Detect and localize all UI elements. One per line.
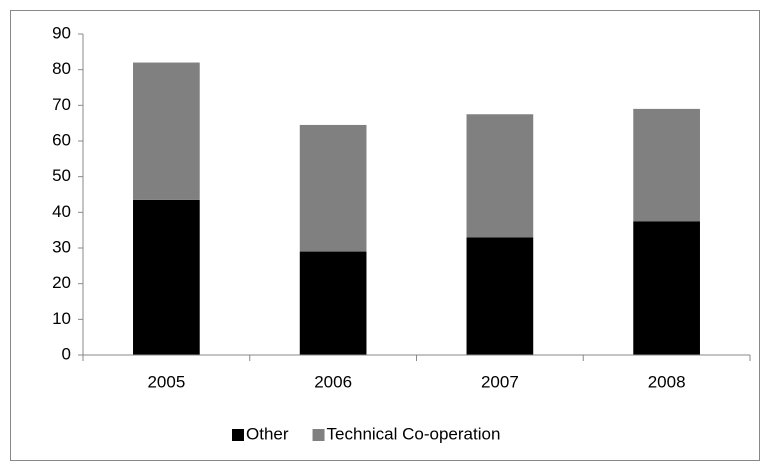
legend-swatch [232,429,244,441]
y-tick-label: 90 [52,23,71,42]
y-tick-label: 0 [62,344,71,363]
y-tick-label: 20 [52,273,71,292]
y-tick-label: 80 [52,59,71,78]
bar-segment [633,221,700,355]
bar-segment [299,124,367,252]
x-tick-label: 2005 [147,372,185,391]
legend-label: Technical Co-operation [327,424,501,443]
x-tick-label: 2006 [314,372,352,391]
x-tick-label: 2007 [481,372,519,391]
y-tick-label: 30 [52,237,71,256]
y-tick-label: 70 [52,95,71,114]
y-tick-label: 40 [52,202,71,221]
legend-label: Other [246,424,289,443]
bar-segment [299,251,367,355]
bar-segment [633,108,700,222]
x-tick-label: 2008 [648,372,686,391]
bar-segment [133,199,200,355]
y-tick-label: 50 [52,166,71,185]
bar-segment [466,114,534,238]
y-tick-label: 10 [52,309,71,328]
bar-segment [466,237,534,355]
legend-swatch [312,429,325,441]
bar-segment [133,62,200,200]
y-tick-label: 60 [52,130,71,149]
